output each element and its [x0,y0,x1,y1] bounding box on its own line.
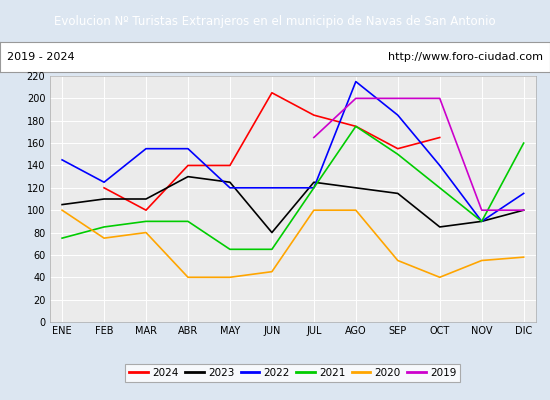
Text: Evolucion Nº Turistas Extranjeros en el municipio de Navas de San Antonio: Evolucion Nº Turistas Extranjeros en el … [54,14,496,28]
Legend: 2024, 2023, 2022, 2021, 2020, 2019: 2024, 2023, 2022, 2021, 2020, 2019 [125,364,460,382]
Text: 2019 - 2024: 2019 - 2024 [7,52,74,62]
Text: http://www.foro-ciudad.com: http://www.foro-ciudad.com [388,52,543,62]
